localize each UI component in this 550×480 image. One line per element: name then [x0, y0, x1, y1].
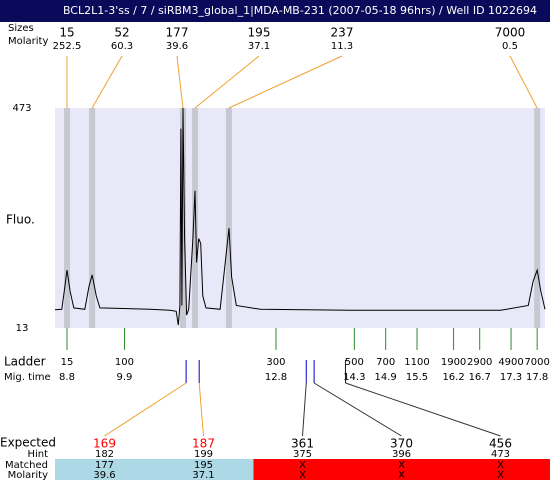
- peak-molarity: 0.5: [502, 41, 518, 52]
- peak-connector: [194, 55, 260, 109]
- matched-molarity: X: [398, 470, 405, 480]
- matched-size: X: [497, 460, 504, 471]
- y-tick-label: 473: [12, 103, 31, 114]
- ladder-time: 15.5: [406, 372, 428, 383]
- expected-size: 456: [489, 437, 512, 451]
- hint-size: 199: [194, 449, 213, 460]
- ladder-size: 1900: [441, 357, 466, 368]
- peak-band: [179, 108, 186, 328]
- ladder-size: 2900: [467, 357, 492, 368]
- matched-size: X: [398, 460, 405, 471]
- ladder-size: 100: [115, 357, 134, 368]
- header-title: BCL2L1-3'ss / 7 / siRBM3_global_1|MDA-MB…: [63, 4, 537, 17]
- matched-label: Matched: [5, 460, 48, 471]
- match-cell: [451, 459, 550, 480]
- ladder-time: 17.3: [500, 372, 522, 383]
- peak-molarity: 11.3: [331, 41, 353, 52]
- ladder-size: 1100: [404, 357, 429, 368]
- match-cell: [55, 459, 155, 480]
- ladder-time: 8.8: [59, 372, 75, 383]
- ladder-size: 4900: [498, 357, 523, 368]
- plot-background: [55, 108, 545, 328]
- peak-size: 237: [331, 26, 354, 40]
- expected-label: Expected: [0, 436, 56, 450]
- y-axis-label: Fluo.: [6, 213, 35, 227]
- peak-molarity: 37.1: [248, 41, 270, 52]
- matched-size: 195: [194, 460, 213, 471]
- expected-connector: [345, 382, 501, 437]
- hint-size: 396: [392, 449, 411, 460]
- peak-band: [534, 108, 541, 328]
- peak-molarity: 39.6: [166, 41, 188, 52]
- peak-molarity: 60.3: [111, 41, 133, 52]
- matched-molarity: X: [299, 470, 306, 480]
- y-tick-label: 13: [16, 323, 29, 334]
- peak-band: [192, 108, 198, 328]
- matched-molarity: 39.6: [93, 470, 115, 480]
- expected-connector: [198, 382, 204, 437]
- expected-connector: [302, 382, 307, 437]
- ladder-time: 12.8: [265, 372, 287, 383]
- ladder-time: 9.9: [117, 372, 133, 383]
- hint-size: 375: [293, 449, 312, 460]
- peak-size: 177: [166, 26, 189, 40]
- hint-size: 182: [95, 449, 114, 460]
- peak-molarity: 252.5: [53, 41, 82, 52]
- ladder-time: 16.2: [442, 372, 464, 383]
- expected-connector: [313, 382, 402, 437]
- peak-band: [64, 108, 71, 328]
- hint-label: Hint: [27, 449, 48, 460]
- match-cell: [154, 459, 254, 480]
- expected-size: 169: [93, 437, 116, 451]
- hint-size: 473: [491, 449, 510, 460]
- expected-size: 187: [192, 437, 215, 451]
- sizes-label: Sizes: [8, 23, 34, 34]
- ladder-time: 14.3: [343, 372, 365, 383]
- peak-size: 52: [114, 26, 129, 40]
- molarity-label: Molarity: [8, 36, 48, 47]
- ladder-size: 300: [266, 357, 285, 368]
- molarity-row-label: Molarity: [8, 470, 48, 480]
- expected-connector: [104, 382, 187, 437]
- matched-size: X: [299, 460, 306, 471]
- ladder-time: 14.9: [375, 372, 397, 383]
- peak-connector: [91, 55, 123, 109]
- match-cell: [352, 459, 452, 480]
- peak-band: [89, 108, 96, 328]
- ladder-size: 700: [376, 357, 395, 368]
- expected-size: 370: [390, 437, 413, 451]
- ladder-size: 7000: [524, 357, 549, 368]
- peak-connector: [228, 55, 343, 109]
- ladder-time: 16.7: [469, 372, 491, 383]
- matched-size: 177: [95, 460, 114, 471]
- matched-molarity: 37.1: [192, 470, 214, 480]
- peak-size: 15: [59, 26, 74, 40]
- mig-time-label: Mig. time: [4, 372, 51, 383]
- ladder-label: Ladder: [4, 355, 46, 369]
- expected-size: 361: [291, 437, 314, 451]
- peak-connector: [176, 55, 184, 109]
- ladder-size: 500: [345, 357, 364, 368]
- ladder-time: 17.8: [526, 372, 548, 383]
- match-cell: [253, 459, 353, 480]
- fluorescence-trace: [54, 107, 546, 326]
- peak-size: 195: [248, 26, 271, 40]
- matched-molarity: X: [497, 470, 504, 480]
- ladder-size: 15: [61, 357, 74, 368]
- peak-band: [225, 108, 232, 328]
- peak-connector: [509, 55, 538, 109]
- peak-size: 7000: [495, 26, 526, 40]
- header-bar: [0, 0, 550, 22]
